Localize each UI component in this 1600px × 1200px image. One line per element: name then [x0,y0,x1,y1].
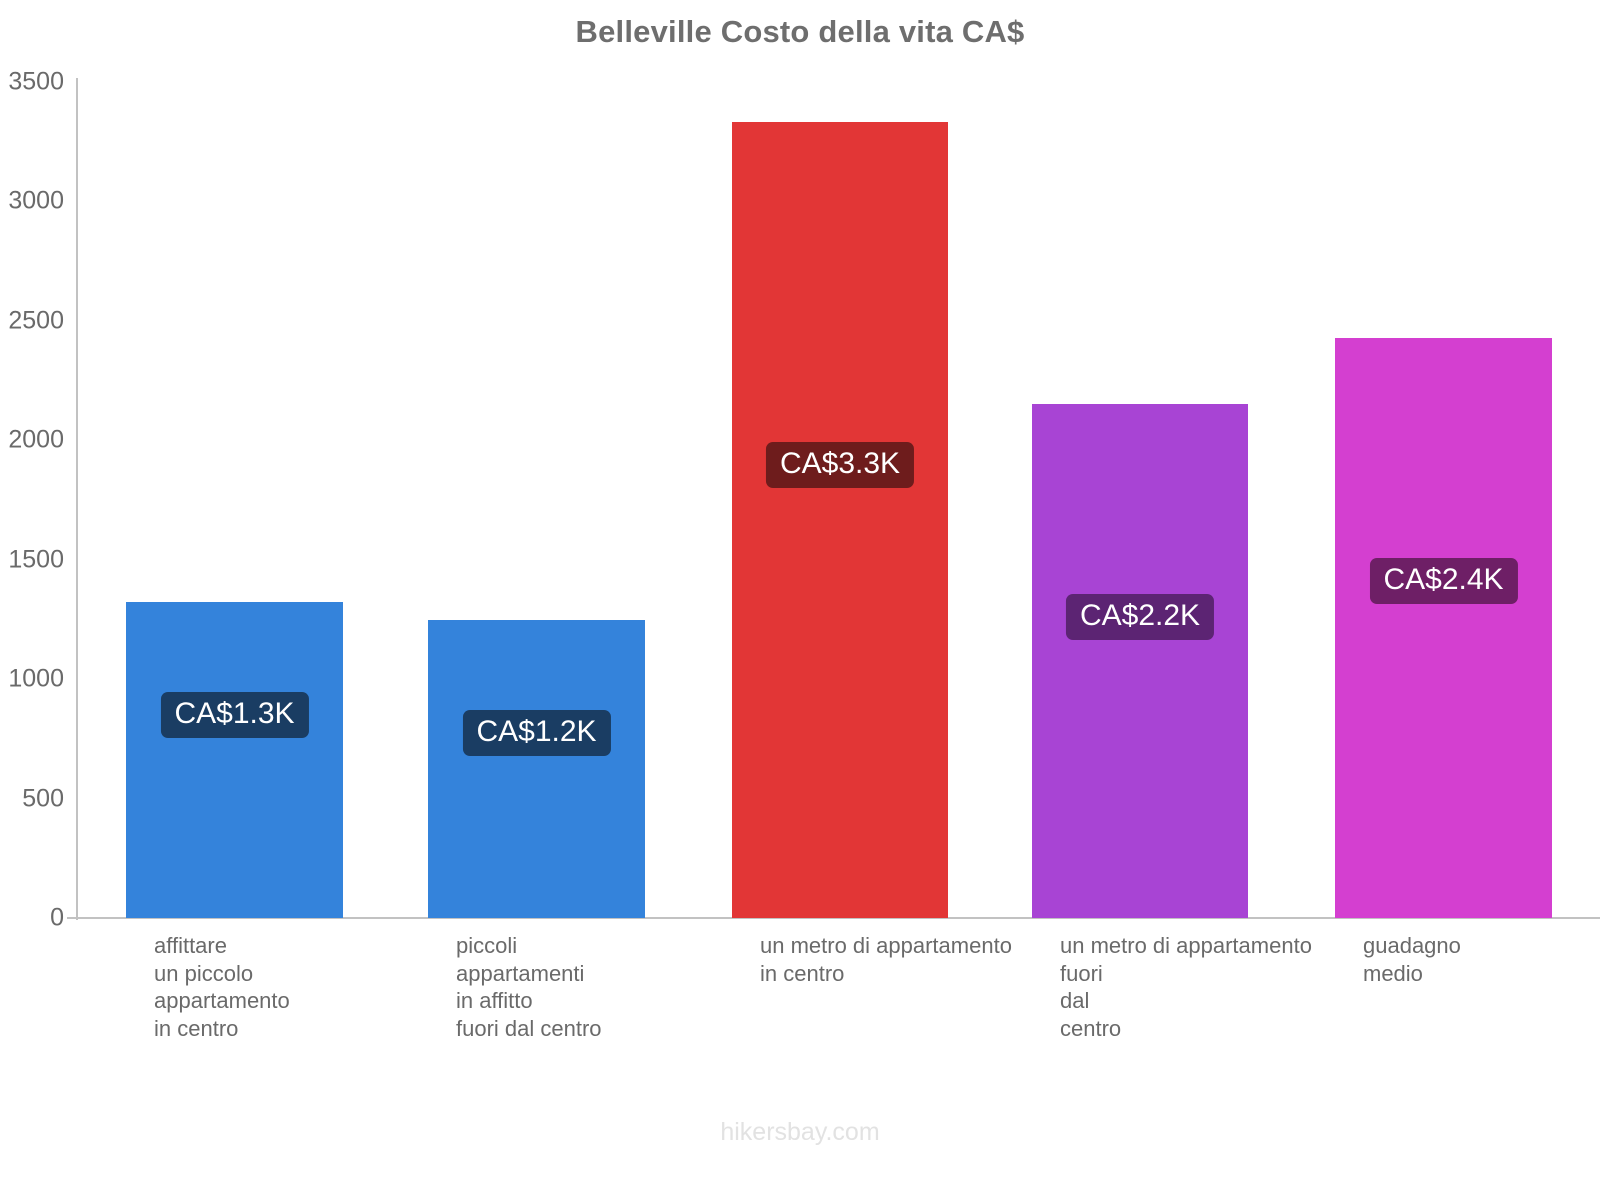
category-label-5: guadagno medio [1363,933,1461,986]
plot-area: CA$1.3K CA$1.2K CA$3.3K CA$2.2K CA$2.4K [76,82,1596,918]
category-label-4: un metro di appartamento fuori dal centr… [1060,933,1312,1041]
y-axis-tick-1000: 1000 [8,664,64,693]
bar-5[interactable]: CA$2.4K [1335,338,1552,918]
bar-value-label-3: CA$3.3K [765,442,915,489]
y-axis-tick-mark-0 [67,917,76,919]
category-label-2: piccoli appartamenti in affitto fuori da… [456,933,602,1041]
bar-3[interactable]: CA$3.3K [732,122,948,918]
footer-credit: hikersbay.com [720,1118,880,1146]
bar-4[interactable]: CA$2.2K [1032,404,1248,918]
y-axis-tick-500: 500 [22,784,64,813]
bar-value-label-4: CA$2.2K [1065,594,1215,641]
y-axis-tick-3000: 3000 [8,186,64,215]
bar-value-label-1: CA$1.3K [160,691,309,738]
bar-2[interactable]: CA$1.2K [428,620,645,918]
category-label-3: un metro di appartamento in centro [760,933,1012,986]
y-axis-line [76,78,78,920]
y-axis-tick-3500: 3500 [8,67,64,96]
bar-value-label-5: CA$2.4K [1369,558,1518,605]
y-axis-tick-2000: 2000 [8,425,64,454]
y-axis-tick-1500: 1500 [8,545,64,574]
y-axis-tick-2500: 2500 [8,306,64,335]
chart-title: Belleville Costo della vita CA$ [575,14,1025,49]
category-label-1: affittare un piccolo appartamento in cen… [154,933,290,1041]
x-axis-line [68,917,1600,919]
bar-value-label-2: CA$1.2K [462,710,611,757]
y-axis-tick-0: 0 [50,903,64,932]
bar-1[interactable]: CA$1.3K [126,601,343,918]
